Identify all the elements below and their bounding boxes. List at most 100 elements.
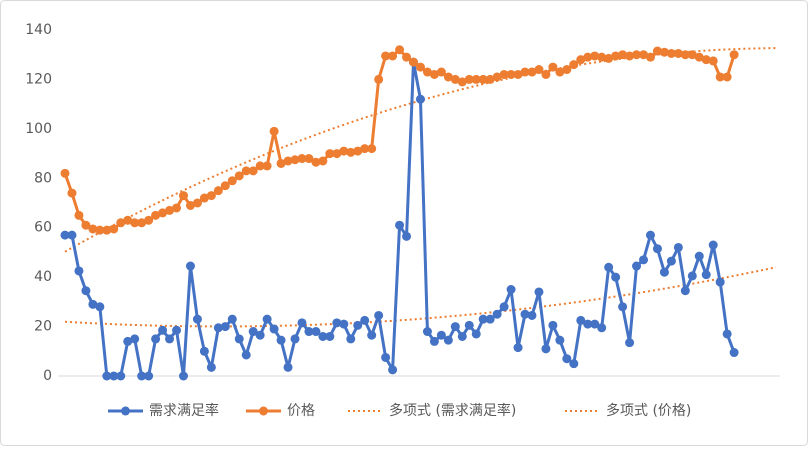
point (158, 208, 168, 218)
point (722, 329, 732, 339)
point (422, 327, 432, 337)
point (443, 72, 453, 82)
point (625, 338, 635, 348)
point (422, 67, 432, 77)
point (569, 359, 579, 369)
point (248, 166, 258, 176)
point (485, 314, 495, 324)
point (402, 52, 412, 62)
point (632, 261, 642, 271)
point (206, 362, 216, 372)
y-tick-label: 0 (43, 368, 52, 384)
point (74, 210, 84, 220)
point (471, 329, 481, 339)
legend-label: 多项式 (价格) (606, 402, 691, 419)
point (534, 287, 544, 297)
point (499, 302, 509, 312)
point (144, 371, 154, 381)
y-tick-label: 60 (34, 220, 52, 236)
point (339, 146, 349, 156)
point (499, 69, 509, 79)
y-tick-label: 80 (34, 170, 52, 186)
point (262, 314, 272, 324)
point (60, 168, 70, 178)
point (409, 57, 418, 67)
point (513, 69, 523, 79)
point (220, 181, 230, 191)
point (708, 240, 718, 250)
point (234, 171, 244, 181)
point (618, 302, 628, 312)
point (652, 244, 662, 254)
point (116, 218, 126, 228)
point (178, 371, 188, 381)
point (367, 330, 377, 340)
point (708, 56, 718, 66)
point (102, 225, 112, 235)
point (276, 158, 286, 168)
point (67, 230, 77, 240)
point (332, 318, 342, 328)
point (109, 224, 119, 234)
point (381, 51, 391, 61)
point (694, 52, 704, 62)
point (88, 224, 98, 234)
point (597, 52, 607, 62)
point (74, 266, 84, 276)
point (192, 314, 202, 324)
point (283, 156, 293, 166)
point (234, 334, 244, 344)
y-tick-label: 20 (34, 319, 52, 335)
point (639, 255, 649, 265)
point (583, 52, 593, 62)
point (318, 331, 328, 341)
point (590, 51, 600, 61)
point (227, 314, 237, 324)
point (360, 144, 370, 154)
point (109, 371, 119, 381)
point (374, 310, 384, 320)
point (311, 157, 321, 167)
point (158, 325, 168, 335)
point (325, 331, 335, 341)
y-tick-label: 140 (25, 22, 52, 38)
point (604, 262, 614, 272)
point (81, 286, 91, 296)
point (332, 149, 342, 159)
point (729, 50, 739, 60)
point (206, 191, 216, 201)
point (255, 330, 265, 340)
point (659, 267, 669, 277)
point (478, 314, 488, 324)
legend-label: 价格 (287, 403, 315, 419)
point (165, 205, 175, 215)
point (381, 352, 391, 362)
point (95, 225, 105, 235)
point (715, 72, 725, 82)
point (443, 335, 453, 345)
point (137, 218, 147, 228)
point (457, 77, 467, 87)
point (185, 200, 195, 210)
point (436, 67, 446, 77)
point (625, 51, 635, 61)
point (415, 94, 425, 104)
point (269, 324, 279, 334)
point (687, 271, 697, 281)
point (185, 261, 195, 271)
legend-label: 需求满足率 (149, 402, 219, 419)
point (604, 53, 614, 63)
point (652, 46, 662, 56)
point (562, 65, 572, 75)
point (213, 323, 223, 333)
point (318, 156, 328, 166)
point (227, 176, 237, 186)
point (67, 188, 77, 198)
point (346, 147, 356, 157)
point (130, 218, 140, 228)
point (429, 336, 439, 346)
point (492, 72, 502, 82)
point (541, 69, 551, 79)
point (276, 335, 286, 345)
